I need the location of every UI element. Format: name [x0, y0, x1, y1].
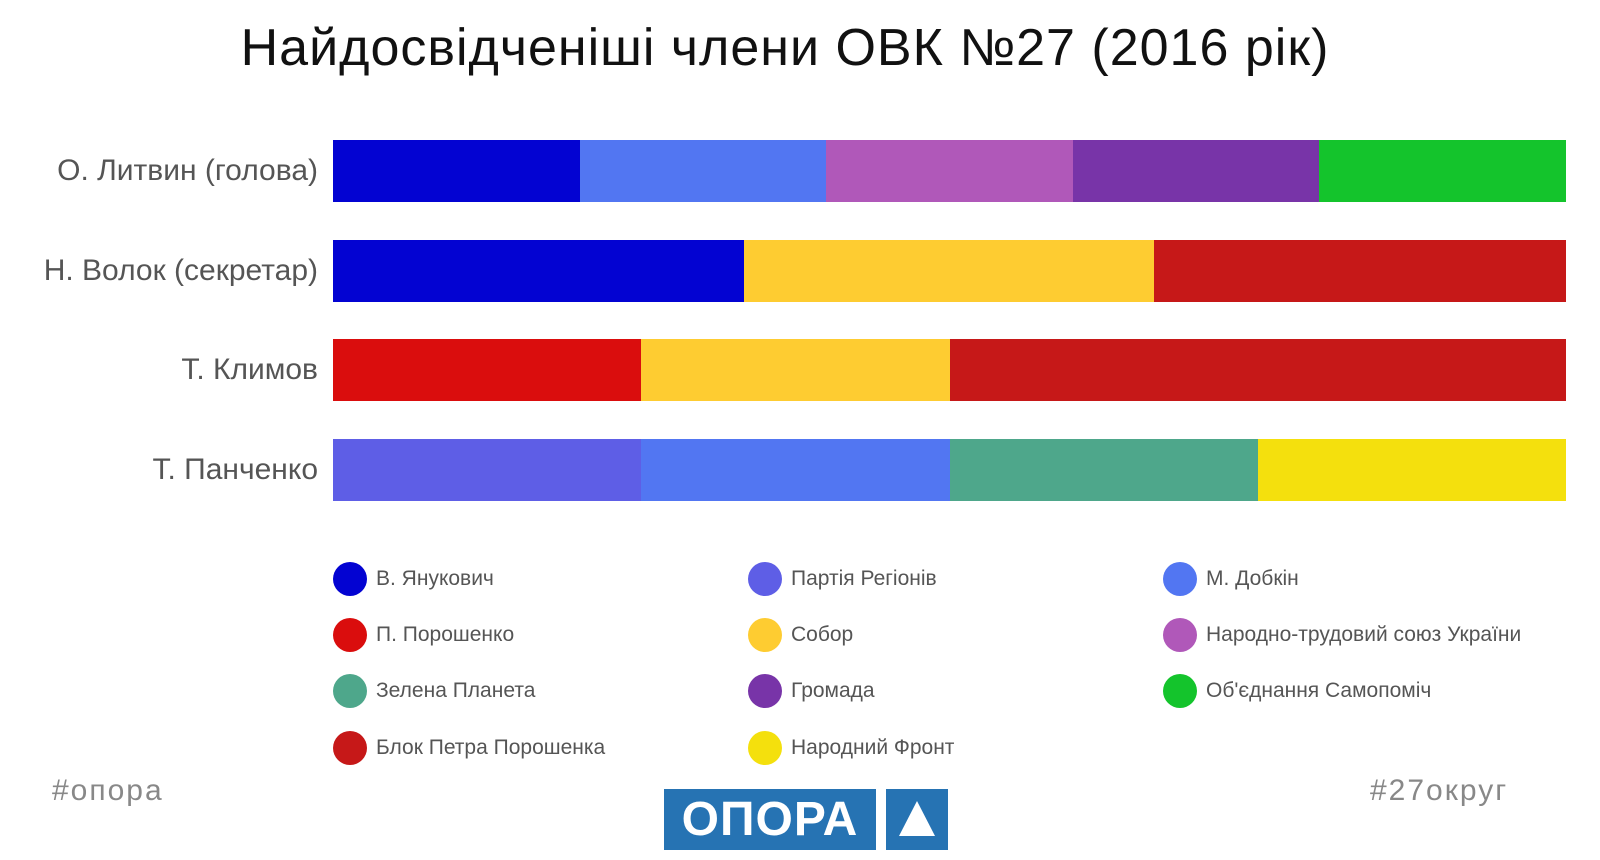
legend-swatch: [748, 562, 782, 596]
legend-label: П. Порошенко: [376, 623, 515, 646]
logo-word: ОПОРА: [664, 789, 876, 850]
legend-label: Зелена Планета: [376, 679, 536, 702]
bar-segment: [333, 140, 580, 202]
legend-swatch: [333, 731, 367, 765]
legend-label: Партія Регіонів: [791, 567, 937, 590]
bar-segment: [333, 339, 641, 401]
triangle-icon: [886, 789, 948, 850]
legend-label: Блок Петра Порошенка: [376, 736, 606, 759]
stacked-bar: [333, 439, 1566, 501]
chart-title: Найдосвідченіші члени ОВК №27 (2016 рік): [240, 19, 1330, 77]
legend-swatch: [748, 731, 782, 765]
legend-label: Об'єднання Самопоміч: [1206, 679, 1432, 702]
row-label: Н. Волок (секретар): [43, 254, 318, 287]
legend-label: В. Янукович: [376, 567, 494, 590]
legend-swatch: [1163, 618, 1197, 652]
legend-label: Народний Фронт: [791, 736, 955, 759]
bar-segment: [641, 339, 950, 401]
legend-label: М. Добкін: [1206, 567, 1299, 590]
bar-segment: [641, 439, 950, 501]
hashtag-left: #опора: [52, 774, 164, 807]
legend-swatch: [333, 674, 367, 708]
legend-swatch: [1163, 562, 1197, 596]
bar-segment: [333, 439, 641, 501]
bar-segment: [1073, 140, 1319, 202]
legend-swatch: [333, 562, 367, 596]
bar-segment: [580, 140, 826, 202]
row-label: О. Литвин (голова): [57, 154, 318, 187]
legend-label: Народно-трудовий союз України: [1206, 623, 1522, 646]
stacked-bar: [333, 339, 1566, 401]
bar-segment: [744, 240, 1154, 302]
legend-swatch: [748, 618, 782, 652]
bar-segment: [1154, 240, 1566, 302]
bar-segment: [826, 140, 1073, 202]
legend-swatch: [748, 674, 782, 708]
opora-logo: ОПОРА: [664, 789, 948, 850]
bar-segment: [950, 339, 1566, 401]
legend-label: Собор: [791, 623, 854, 646]
hashtag-right: #27округ: [1370, 774, 1509, 807]
row-label: Т. Климов: [181, 353, 318, 386]
bar-segment: [950, 439, 1258, 501]
stacked-bar: [333, 240, 1566, 302]
stacked-bar: [333, 140, 1566, 202]
legend-swatch: [1163, 674, 1197, 708]
bar-segment: [1319, 140, 1566, 202]
bar-segment: [333, 240, 744, 302]
legend-swatch: [333, 618, 367, 652]
bar-segment: [1258, 439, 1566, 501]
legend-label: Громада: [791, 679, 875, 702]
row-label: Т. Панченко: [152, 453, 318, 486]
